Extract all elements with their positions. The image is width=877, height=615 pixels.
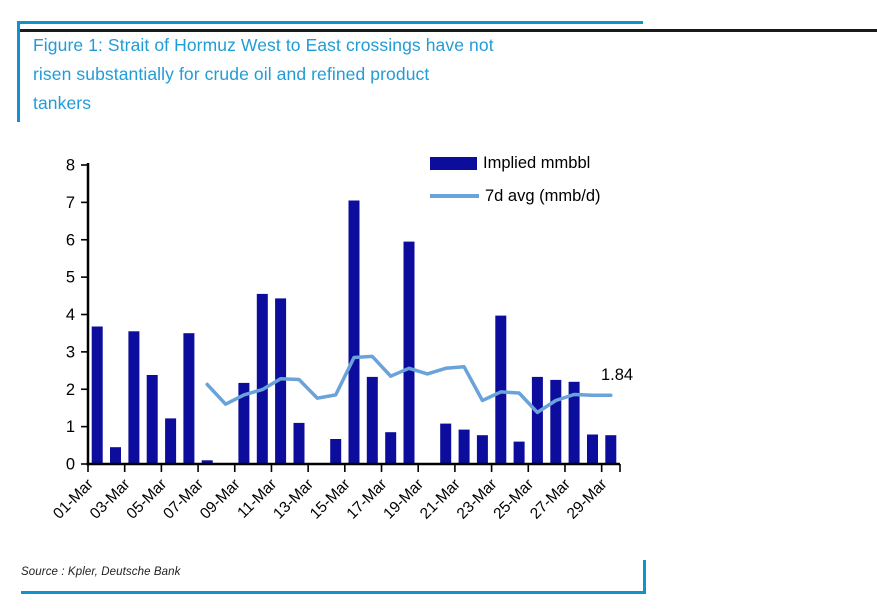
bar-26-Mar [550,379,562,464]
x-tick-label: 29-Mar [564,476,611,523]
x-tick-label: 05-Mar [123,476,170,523]
y-tick-label: 6 [66,231,75,249]
legend-bar-swatch-icon [430,156,477,170]
bottom-blue-riser [643,560,646,594]
x-tick-label: 17-Mar [344,476,391,523]
bar-16-Mar [366,376,378,464]
avg-line [205,354,613,415]
legend-line-label: 7d avg (mmb/d) [485,186,601,205]
x-tick-label: 07-Mar [160,476,207,523]
bar-29-Mar [605,435,617,464]
x-tick-label: 13-Mar [270,476,317,523]
x-tick-label: 23-Mar [454,476,501,523]
bar-17-Mar [385,432,397,464]
y-tick-label: 0 [66,456,75,474]
x-tick-label: 15-Mar [307,476,354,523]
x-tick-label: 21-Mar [417,476,464,523]
x-tick-label: 09-Mar [197,476,244,523]
bar-22-Mar [476,435,488,464]
y-tick-label: 4 [66,306,75,324]
top-black-rule [20,29,877,32]
x-tick-label: 25-Mar [490,476,537,523]
chart-legend: Implied mmbbl 7d avg (mmb/d) [430,150,601,216]
figure-title-line-3: tankers [33,93,92,113]
bar-21-Mar [458,429,470,464]
figure-title-line-2: risen substantially for crude oil and re… [33,64,430,84]
bar-01-Mar [91,326,103,464]
y-tick-label: 7 [66,194,75,212]
y-tick-label: 1 [66,418,75,436]
bar-03-Mar [128,331,140,464]
source-note: Source : Kpler, Deutsche Bank [21,566,181,578]
y-tick-label: 8 [66,157,75,175]
bar-05-Mar [165,418,177,464]
legend-item-line: 7d avg (mmb/d) [430,183,601,209]
legend-item-bars: Implied mmbbl [430,150,601,176]
x-tick-label: 01-Mar [50,476,97,523]
bar-25-Mar [531,376,543,464]
y-tick-label: 5 [66,269,75,287]
bar-15-Mar [348,200,360,464]
legend-bar-label: Implied mmbbl [483,153,591,172]
x-tick-label: 27-Mar [527,476,574,523]
bar-06-Mar [183,333,195,464]
bottom-blue-rule [21,591,646,594]
bar-09-Mar [238,382,250,464]
x-tick-label: 19-Mar [380,476,427,523]
bar-14-Mar [330,439,342,464]
bar-10-Mar [256,293,268,464]
bar-20-Mar [440,423,452,464]
bar-28-Mar [587,434,598,464]
y-tick-label: 2 [66,381,75,399]
bar-02-Mar [110,447,121,464]
bar-24-Mar [513,441,525,464]
figure-title-line-1: Figure 1: Strait of Hormuz West to East … [33,35,494,55]
bar-07-Mar [201,460,213,464]
bar-12-Mar [293,422,305,464]
bar-18-Mar [403,241,415,464]
y-tick-label: 3 [66,343,75,361]
x-tick-label: 03-Mar [87,476,134,523]
figure-title-block: Figure 1: Strait of Hormuz West to East … [17,24,665,122]
line-end-value-label: 1.84 [601,366,633,384]
bar-04-Mar [146,375,158,464]
bar-27-Mar [568,381,580,464]
bar-23-Mar [495,315,507,464]
legend-line-swatch-icon [430,194,479,198]
top-blue-rule [17,21,643,24]
bar-11-Mar [275,298,287,464]
